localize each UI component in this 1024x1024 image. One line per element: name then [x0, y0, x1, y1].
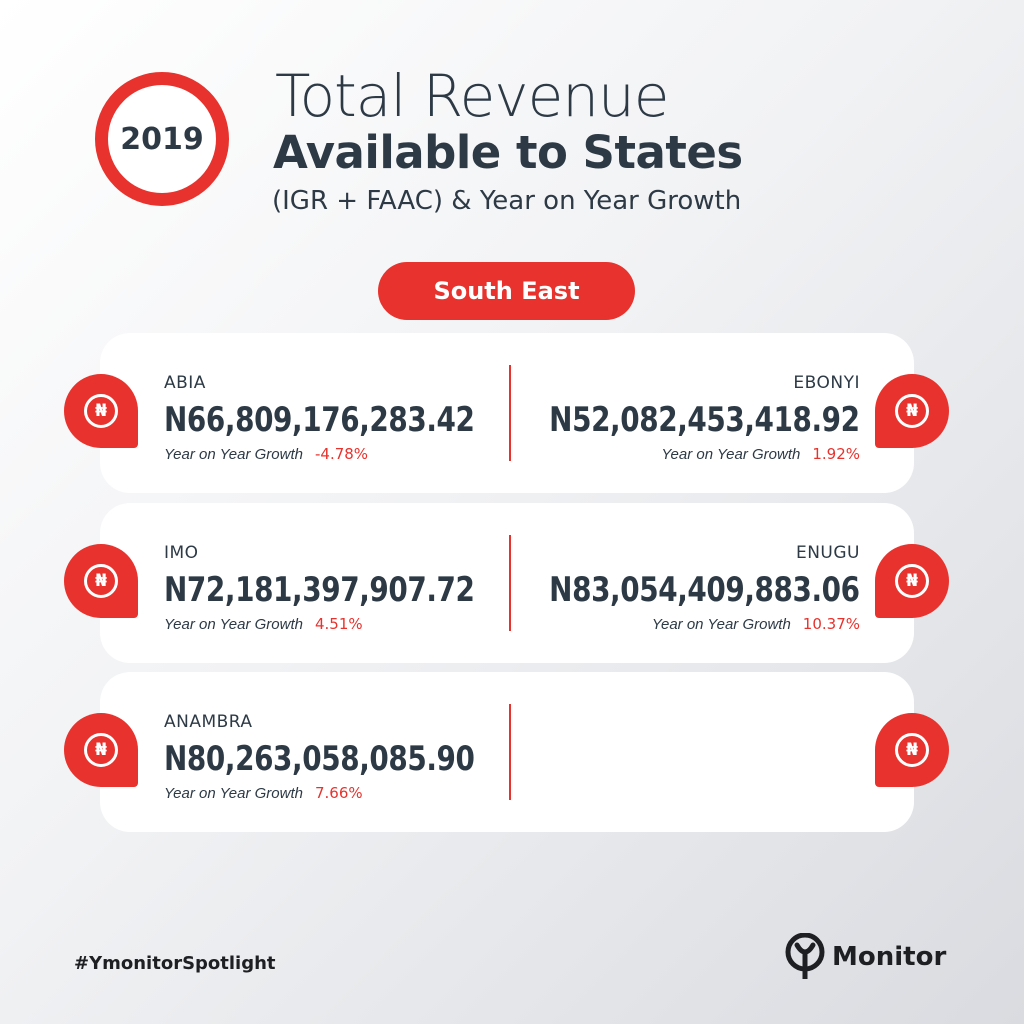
growth-label: Year on Year Growth: [651, 616, 791, 633]
naira-icon: ₦: [84, 733, 118, 767]
divider: [509, 704, 511, 800]
state-cell-ebonyi: EBONYI N52,082,453,418.92 Year on Year G…: [481, 373, 860, 463]
page-title: Total Revenue: [275, 62, 669, 130]
state-revenue: N80,263,058,085.90: [164, 739, 475, 779]
naira-pin-icon: ₦: [875, 374, 949, 448]
state-card-row-3: ANAMBRA N80,263,058,085.90 Year on Year …: [100, 672, 914, 832]
naira-pin-icon: ₦: [64, 544, 138, 618]
state-revenue: N52,082,453,418.92: [549, 400, 860, 440]
hashtag: #YmonitorSpotlight: [74, 953, 276, 974]
divider: [509, 365, 511, 461]
growth-value: 7.66%: [314, 784, 363, 802]
state-revenue: N66,809,176,283.42: [164, 400, 475, 440]
brand-name: Monitor: [832, 942, 947, 972]
naira-pin-icon: ₦: [64, 374, 138, 448]
state-cell-abia: ABIA N66,809,176,283.42 Year on Year Gro…: [164, 373, 543, 463]
state-cell-enugu: ENUGU N83,054,409,883.06 Year on Year Gr…: [481, 543, 860, 633]
year-text: 2019: [120, 121, 204, 157]
growth-row: Year on Year Growth 4.51%: [164, 615, 543, 633]
region-label: South East: [433, 277, 580, 305]
growth-label: Year on Year Growth: [164, 446, 303, 463]
growth-value: 4.51%: [314, 615, 363, 633]
state-card-row-2: IMO N72,181,397,907.72 Year on Year Grow…: [100, 503, 914, 663]
naira-icon: ₦: [84, 394, 118, 428]
naira-pin-icon: ₦: [875, 713, 949, 787]
growth-value: 1.92%: [812, 445, 860, 463]
state-name: EBONYI: [793, 373, 860, 393]
naira-pin-icon: ₦: [64, 713, 138, 787]
naira-icon: ₦: [84, 564, 118, 598]
growth-label: Year on Year Growth: [164, 616, 303, 633]
divider: [509, 535, 511, 631]
growth-value: -4.78%: [314, 445, 369, 463]
growth-row: Year on Year Growth 10.37%: [481, 615, 860, 633]
state-card-row-1: ABIA N66,809,176,283.42 Year on Year Gro…: [100, 333, 914, 493]
ymonitor-logo-icon: [784, 932, 826, 981]
state-name: IMO: [164, 543, 199, 563]
page-title-bold: Available to States: [273, 126, 743, 179]
state-cell-anambra: ANAMBRA N80,263,058,085.90 Year on Year …: [164, 712, 543, 802]
growth-row: Year on Year Growth -4.78%: [164, 445, 543, 463]
growth-value: 10.37%: [802, 615, 860, 633]
naira-icon: ₦: [895, 733, 929, 767]
year-badge: 2019: [95, 72, 229, 206]
state-name: ANAMBRA: [164, 712, 253, 732]
state-name: ENUGU: [795, 543, 860, 563]
growth-label: Year on Year Growth: [661, 446, 801, 463]
state-revenue: N72,181,397,907.72: [164, 570, 475, 610]
page-subtitle: (IGR + FAAC) & Year on Year Growth: [272, 186, 742, 216]
naira-icon: ₦: [895, 564, 929, 598]
state-cell-imo: IMO N72,181,397,907.72 Year on Year Grow…: [164, 543, 543, 633]
growth-label: Year on Year Growth: [164, 785, 303, 802]
naira-pin-icon: ₦: [875, 544, 949, 618]
growth-row: Year on Year Growth 1.92%: [481, 445, 860, 463]
state-revenue: N83,054,409,883.06: [549, 570, 860, 610]
naira-icon: ₦: [895, 394, 929, 428]
state-name: ABIA: [164, 373, 206, 393]
growth-row: Year on Year Growth 7.66%: [164, 784, 543, 802]
brand-logo: Monitor: [784, 932, 947, 981]
region-badge: South East: [378, 262, 635, 320]
